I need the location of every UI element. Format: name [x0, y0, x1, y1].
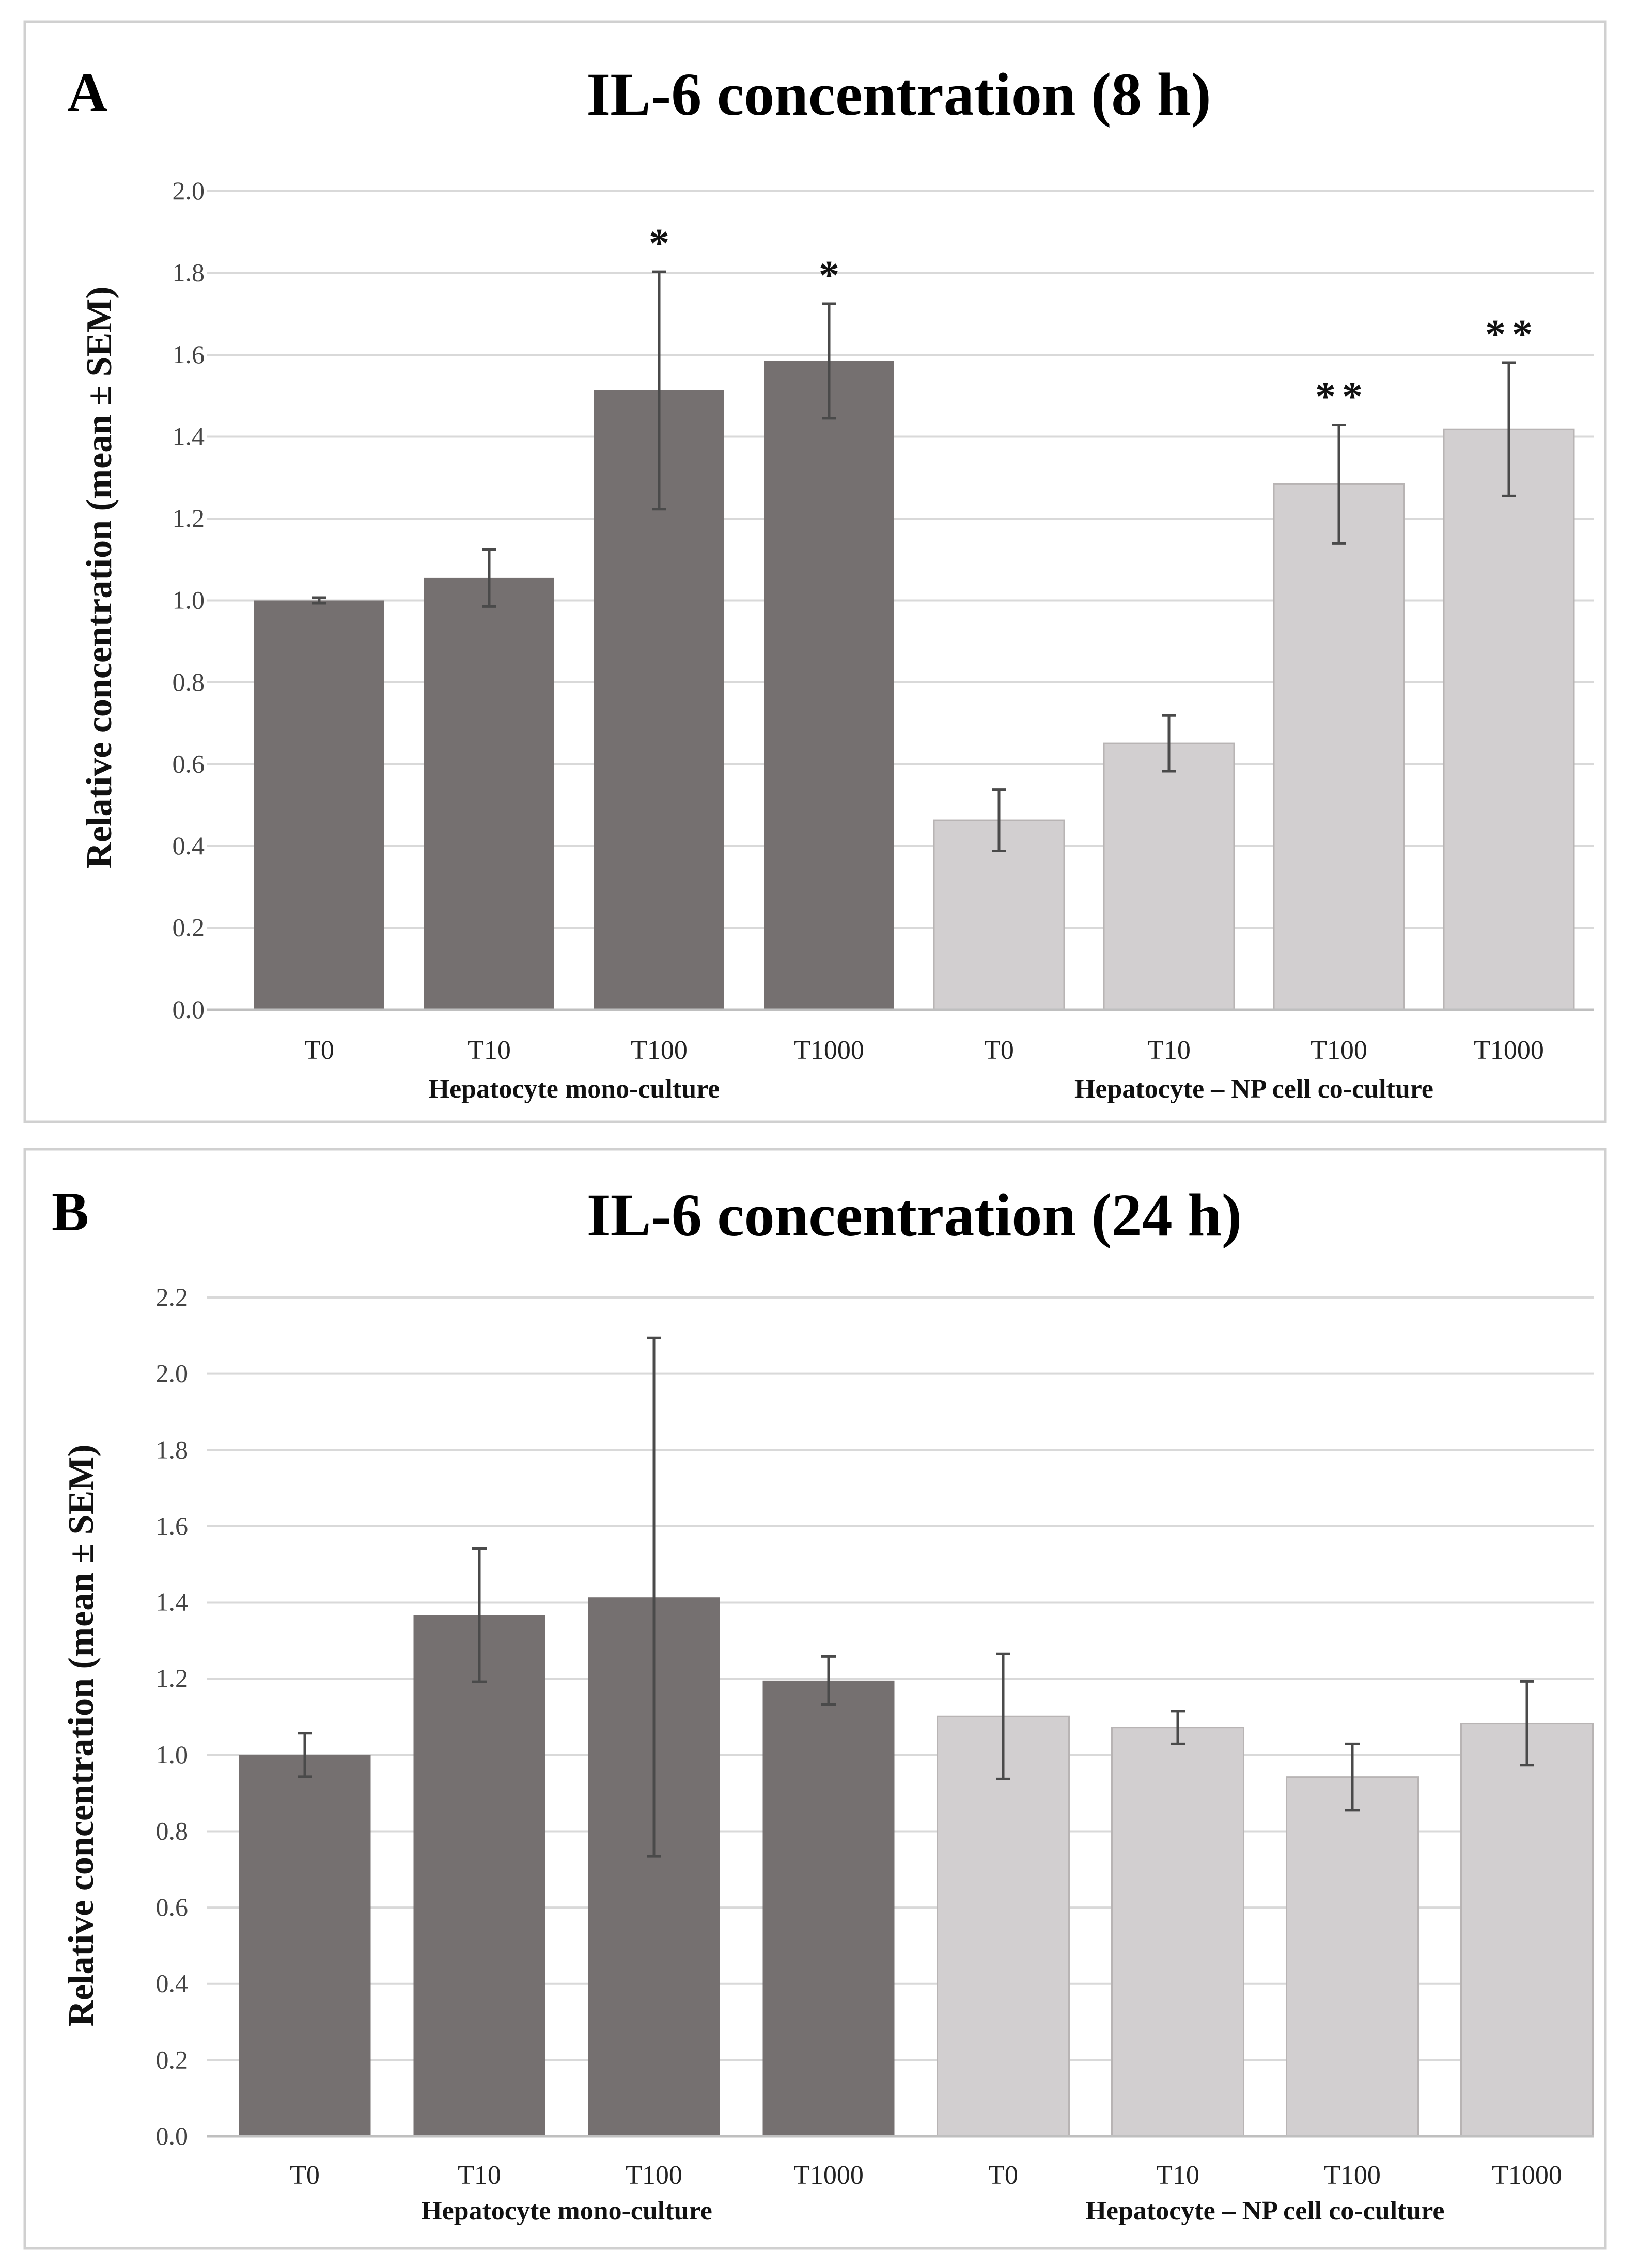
- y-tick-label: 1.0: [173, 586, 205, 615]
- y-tick-label: 0.2: [173, 913, 205, 942]
- y-tick-label: 0.8: [173, 667, 205, 696]
- y-tick-label: 0.6: [173, 749, 205, 778]
- y-tick-label: 1.8: [156, 1435, 189, 1464]
- y-axis-label: Relative concentration (mean ± SEM): [61, 1444, 101, 2026]
- y-tick-label: 2.0: [173, 176, 205, 205]
- significance-marker: **: [1315, 374, 1369, 420]
- group-label: Hepatocyte mono-culture: [421, 2196, 712, 2226]
- y-tick-label: 1.8: [173, 258, 205, 287]
- panel-letter: A: [67, 62, 107, 123]
- x-tick-label: T100: [1324, 2161, 1381, 2190]
- group-label: Hepatocyte – NP cell co-culture: [1074, 1074, 1433, 1104]
- y-tick-label: 0.2: [156, 2045, 189, 2074]
- y-tick-label: 2.2: [156, 1282, 189, 1311]
- x-tick-label: T10: [458, 2161, 501, 2190]
- bar: [413, 1615, 545, 2136]
- bar: [1460, 1723, 1594, 2137]
- y-tick-label: 1.2: [156, 1664, 189, 1693]
- y-tick-label: 0.0: [156, 2121, 189, 2150]
- x-tick-label: T0: [988, 2161, 1018, 2190]
- plot-area: 0.0 0.2 0.4 0.6 0.8 1.0 1.2 1.4 1.6 1.8 2.0 2.2 T0 T1…: [156, 1282, 1594, 2226]
- chart-panel-a: A IL-6 concentration (8 h) Relative conc…: [23, 20, 1607, 1123]
- y-tick-label: 1.6: [156, 1511, 189, 1540]
- x-tick-label: T100: [631, 1036, 688, 1065]
- x-tick-label: T1000: [794, 1036, 864, 1065]
- significance-marker: *: [649, 221, 676, 267]
- y-tick-label: 0.8: [156, 1816, 189, 1845]
- x-tick-label: T1000: [1474, 1036, 1544, 1065]
- significance-marker: **: [1485, 312, 1539, 357]
- bar: [762, 1680, 895, 2136]
- y-tick-label: 1.4: [173, 422, 205, 451]
- x-tick-label: T1000: [1492, 2161, 1562, 2190]
- bar: [764, 361, 894, 1010]
- bar: [424, 577, 554, 1010]
- chart-title: IL-6 concentration (24 h): [587, 1181, 1242, 1249]
- x-tick-label: T1000: [793, 2161, 864, 2190]
- y-tick-label: 1.4: [156, 1588, 189, 1617]
- bar: [1273, 483, 1405, 1011]
- y-tick-label: 1.2: [173, 504, 205, 533]
- x-tick-label: T100: [626, 2161, 682, 2190]
- bar: [1103, 742, 1235, 1011]
- bar: [239, 1755, 371, 2136]
- x-tick-label: T0: [984, 1036, 1014, 1065]
- group-label: Hepatocyte mono-culture: [429, 1074, 720, 1104]
- panel-letter: B: [52, 1181, 89, 1243]
- bar: [1111, 1727, 1244, 2137]
- x-tick-label: T0: [290, 2161, 320, 2190]
- y-axis-label: Relative concentration (mean ± SEM): [80, 286, 119, 868]
- y-tick-label: 2.0: [156, 1359, 189, 1388]
- y-tick-label: 0.0: [173, 995, 205, 1024]
- bar: [1443, 428, 1575, 1011]
- x-tick-label: T100: [1311, 1036, 1367, 1065]
- x-tick-label: T10: [467, 1036, 511, 1065]
- x-tick-label: T10: [1147, 1036, 1191, 1065]
- bar: [1286, 1776, 1419, 2137]
- bar: [937, 1715, 1070, 2137]
- x-tick-label: T10: [1156, 2161, 1199, 2190]
- chart-title: IL-6 concentration (8 h): [586, 60, 1211, 128]
- y-tick-label: 0.4: [173, 831, 205, 860]
- group-label: Hepatocyte – NP cell co-culture: [1085, 2196, 1444, 2226]
- bar: [254, 600, 384, 1010]
- y-tick-label: 1.6: [173, 340, 205, 369]
- chart-panel-b: B IL-6 concentration (24 h) Relative con…: [23, 1148, 1607, 2250]
- significance-marker: *: [819, 253, 846, 299]
- x-tick-label: T0: [304, 1036, 334, 1065]
- y-tick-label: 0.6: [156, 1892, 189, 1921]
- y-tick-label: 1.0: [156, 1740, 189, 1769]
- y-tick-label: 0.4: [156, 1969, 189, 1998]
- plot-area: 0.0 0.2 0.4 0.6 0.8 1.0 1.2 1.4 1.6 1.8 2.0 T0 T10 * T…: [173, 176, 1594, 1104]
